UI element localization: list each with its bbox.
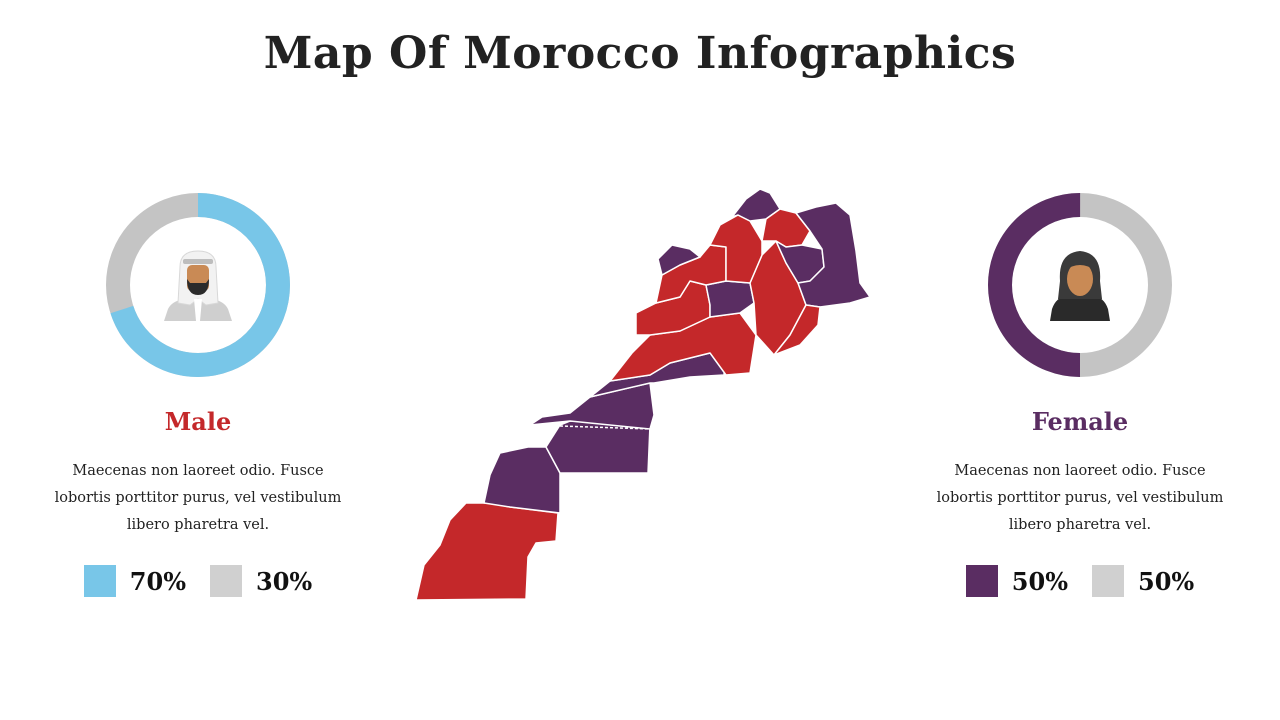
female-panel: Female Maecenas non laoreet odio. Fusce … bbox=[930, 185, 1230, 597]
legend-swatch bbox=[1092, 565, 1124, 597]
legend-swatch bbox=[965, 565, 998, 597]
female-legend: 50% 50% bbox=[930, 565, 1230, 597]
male-description: Maecenas non laoreet odio. Fusce loborti… bbox=[54, 463, 342, 533]
male-legend-item-secondary: 30% bbox=[210, 565, 312, 597]
female-legend-item-secondary: 50% bbox=[1092, 565, 1194, 597]
woman-hijab-icon bbox=[1042, 247, 1118, 323]
legend-value: 50% bbox=[1138, 566, 1195, 596]
male-legend: 70% 30% bbox=[48, 565, 348, 597]
legend-swatch bbox=[210, 565, 242, 597]
map-region bbox=[415, 502, 559, 601]
female-legend-item-primary: 50% bbox=[965, 565, 1068, 597]
male-legend-item-primary: 70% bbox=[83, 565, 186, 597]
female-donut-fill bbox=[988, 193, 1172, 377]
legend-value: 70% bbox=[129, 566, 186, 596]
male-donut-fill bbox=[106, 193, 290, 377]
male-panel: Male Maecenas non laoreet odio. Fusce lo… bbox=[48, 185, 348, 597]
page-title: Map Of Morocco Infographics bbox=[263, 28, 1017, 79]
map-region bbox=[705, 280, 755, 318]
map-region bbox=[795, 202, 871, 308]
map-region bbox=[773, 304, 821, 356]
map-region bbox=[709, 214, 763, 284]
female-label: Female bbox=[1031, 407, 1129, 436]
male-label: Male bbox=[164, 407, 232, 436]
legend-value: 30% bbox=[256, 566, 313, 596]
morocco-map bbox=[410, 185, 880, 609]
map-region bbox=[529, 382, 655, 430]
legend-value: 50% bbox=[1011, 566, 1068, 596]
male-donut-chart bbox=[98, 185, 298, 385]
map-region bbox=[545, 420, 651, 474]
female-description: Maecenas non laoreet odio. Fusce loborti… bbox=[936, 463, 1224, 533]
map-region bbox=[657, 244, 701, 276]
man-keffiyeh-icon bbox=[160, 247, 236, 323]
legend-swatch bbox=[83, 565, 116, 597]
map-region bbox=[483, 446, 561, 514]
female-donut-chart bbox=[980, 185, 1180, 385]
